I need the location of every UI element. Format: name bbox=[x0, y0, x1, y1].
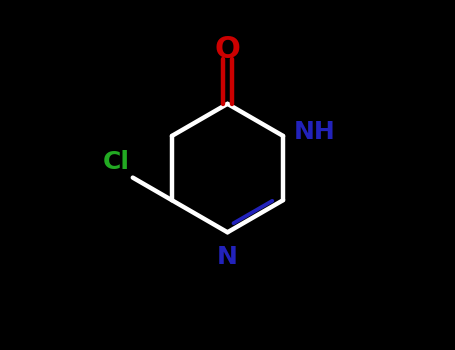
Text: N: N bbox=[217, 245, 238, 270]
Text: Cl: Cl bbox=[102, 150, 129, 174]
Text: NH: NH bbox=[293, 120, 335, 145]
Text: O: O bbox=[215, 35, 240, 64]
